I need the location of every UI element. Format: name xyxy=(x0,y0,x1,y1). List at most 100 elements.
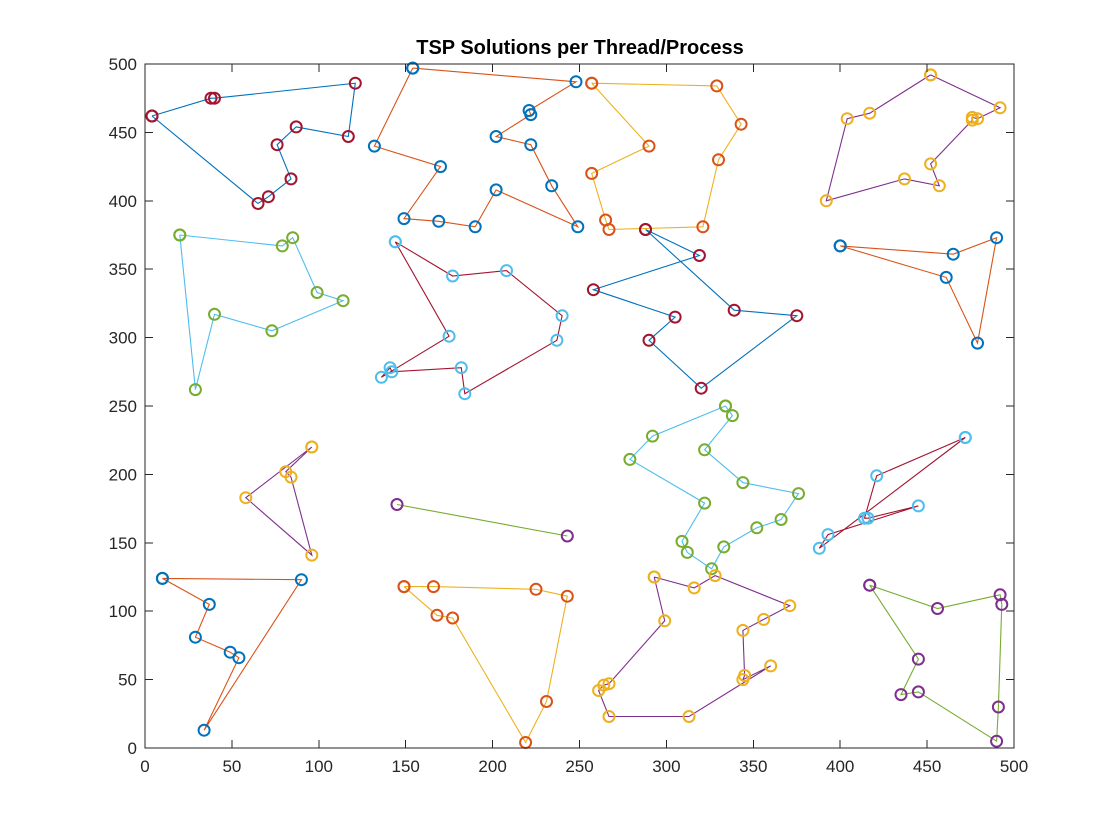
tour-7-point-5 xyxy=(642,333,656,347)
tour-2-point-13 xyxy=(434,160,447,174)
tour-14-point-7 xyxy=(446,611,460,625)
tour-8-point-6 xyxy=(833,239,847,253)
tour-9-point-2 xyxy=(239,491,253,505)
tour-5-point-5 xyxy=(336,294,350,308)
tour-1-path xyxy=(151,82,356,205)
tour-10-point-2 xyxy=(560,529,574,543)
tour-1-point-6 xyxy=(289,120,303,134)
tour-9 xyxy=(239,440,319,562)
tour-15-point-5 xyxy=(592,684,606,697)
tour-2-point-4 xyxy=(524,108,538,122)
tour-5-point-4 xyxy=(310,286,324,299)
tour-12-point-3 xyxy=(858,511,871,525)
tour-3-point-10 xyxy=(585,76,599,90)
tour-9-path xyxy=(244,446,313,557)
tour-4-point-11 xyxy=(863,106,877,120)
x-tick-label: 300 xyxy=(652,757,680,776)
tour-6-point-8 xyxy=(550,333,564,347)
tour-11-point-14 xyxy=(725,409,739,423)
tour-16-point-2 xyxy=(931,602,944,615)
tour-6-point-6 xyxy=(454,361,468,375)
tour-3 xyxy=(585,76,748,236)
tour-1-point-9 xyxy=(261,190,275,204)
tour-5-point-3 xyxy=(286,231,300,245)
tour-13-point-8 xyxy=(155,571,169,585)
x-tick-label: 500 xyxy=(1000,757,1028,776)
tour-12 xyxy=(812,431,972,555)
tour-1-point-5 xyxy=(341,130,355,143)
tour-14-point-9 xyxy=(397,580,411,594)
tour-7-point-3 xyxy=(586,283,600,297)
y-tick-label: 400 xyxy=(109,192,137,211)
tour-12-point-6 xyxy=(821,528,835,542)
tour-2-point-9 xyxy=(489,183,503,197)
tour-3-point-9 xyxy=(642,139,656,153)
tour-7-point-6 xyxy=(694,381,708,395)
tour-5 xyxy=(173,228,350,397)
tour-6-point-3 xyxy=(374,370,388,384)
y-tick-label: 200 xyxy=(109,465,137,484)
tour-14-point-8 xyxy=(430,608,444,622)
tour-4-point-10 xyxy=(840,112,854,126)
tour-5-point-9 xyxy=(173,228,187,242)
tour-15-path xyxy=(597,574,792,718)
tour-7-point-7 xyxy=(790,309,804,323)
x-tick-label: 150 xyxy=(392,757,420,776)
y-tick-label: 450 xyxy=(109,123,137,142)
tour-11-point-12 xyxy=(736,476,750,490)
tour-6-point-7 xyxy=(458,387,472,401)
tour-11-point-9 xyxy=(750,521,764,535)
tour-5-point-2 xyxy=(275,239,289,253)
tour-15-point-13 xyxy=(783,599,797,613)
tour-10-point-1 xyxy=(390,498,404,511)
tour-12-point-4 xyxy=(861,511,875,525)
tour-11-point-11 xyxy=(792,487,805,501)
chart-title: TSP Solutions per Thread/Process xyxy=(416,37,744,59)
tour-12-point-5 xyxy=(911,499,925,513)
tour-7-point-4 xyxy=(668,310,682,324)
tour-2-point-6 xyxy=(524,138,538,152)
tour-12-path xyxy=(818,436,966,549)
tour-4-point-5 xyxy=(965,113,979,127)
tour-2-point-2 xyxy=(569,75,583,89)
tour-1-point-4 xyxy=(348,76,362,90)
tour-11-point-6 xyxy=(680,545,694,559)
tour-13-point-7 xyxy=(202,597,216,611)
tour-11-point-13 xyxy=(698,443,712,457)
tour-3-point-3 xyxy=(734,117,748,131)
x-tick-label: 400 xyxy=(826,757,854,776)
tour-14-point-4 xyxy=(560,589,574,603)
tour-16 xyxy=(863,578,1009,748)
tour-15-point-11 xyxy=(736,623,750,637)
x-tick-label: 250 xyxy=(565,757,593,776)
tour-3-point-7 xyxy=(599,213,613,227)
tour-11-point-2 xyxy=(646,429,659,443)
tour-16-point-7 xyxy=(911,685,925,699)
tour-11-point-10 xyxy=(774,513,788,526)
tour-1 xyxy=(145,76,362,210)
tour-15-point-10 xyxy=(738,669,752,682)
tour-2-point-5 xyxy=(489,130,503,143)
tour-16-point-4 xyxy=(995,597,1009,611)
y-tick-label: 0 xyxy=(128,739,137,758)
tour-2-point-11 xyxy=(432,214,446,228)
x-tick-label: 0 xyxy=(140,757,149,776)
tour-11-point-4 xyxy=(698,496,712,510)
tour-6-point-10 xyxy=(500,264,513,278)
tour-3-path xyxy=(591,82,742,231)
tour-4-point-2 xyxy=(993,101,1007,115)
tour-7-path xyxy=(591,229,799,389)
tours-layer xyxy=(145,61,1009,749)
y-tick-label: 300 xyxy=(109,329,137,348)
tour-1-point-3 xyxy=(208,91,221,105)
tour-16-point-3 xyxy=(993,588,1007,602)
tour-11 xyxy=(623,399,805,576)
tour-16-point-10 xyxy=(863,578,877,592)
tour-13-point-5 xyxy=(223,645,237,659)
tour-2-point-8 xyxy=(571,220,585,234)
tour-11-point-15 xyxy=(719,399,732,413)
y-tick-label: 150 xyxy=(109,534,137,553)
tour-15-point-6 xyxy=(602,710,616,723)
tour-5-point-6 xyxy=(265,324,279,338)
tour-7-point-8 xyxy=(727,303,741,317)
